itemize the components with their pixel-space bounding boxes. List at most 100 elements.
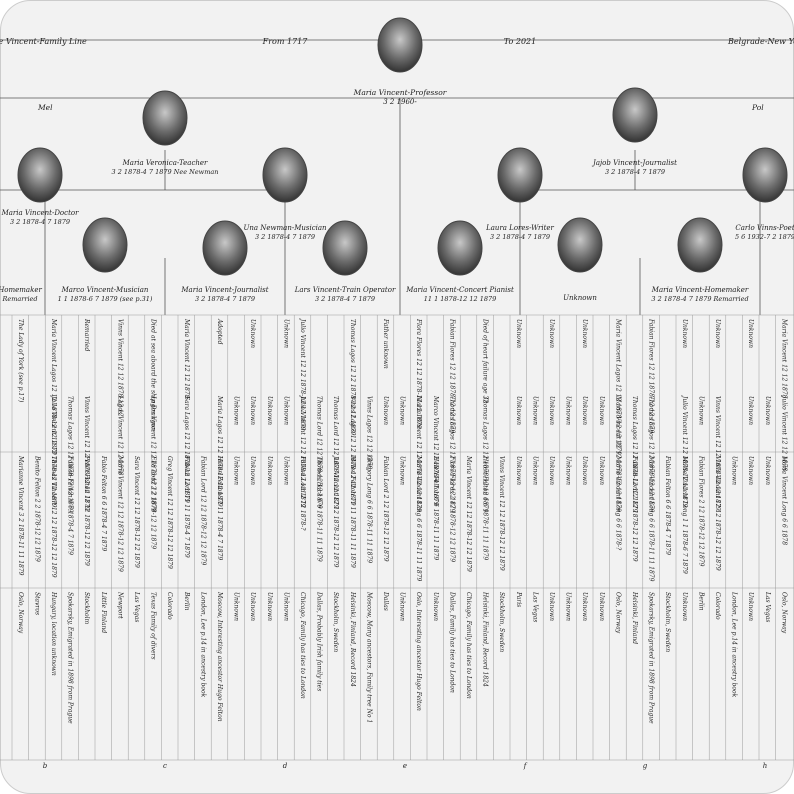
footer-letter: c xyxy=(163,762,167,770)
portrait xyxy=(557,217,603,273)
cell-text: Helsinki, Finland xyxy=(631,591,638,644)
cell-text: Maria Vincent Lang 6 6 1878-11 11 1879 xyxy=(415,455,422,582)
portrait xyxy=(377,17,423,73)
cell-text: Stockholm, Sweden xyxy=(664,592,671,652)
cell-text: Unknown xyxy=(233,456,240,485)
cell-text: Fabian Flores 12 12 1878-12 12 1879 xyxy=(448,318,455,433)
cell-text: Unknown xyxy=(382,396,389,425)
cell-text: Unknown xyxy=(282,396,289,425)
cell-text: Maria Vincent 12 12 1878-12 12 1879 xyxy=(116,455,123,572)
portrait xyxy=(82,217,128,273)
footer-letter: f xyxy=(523,762,528,770)
side-right: Pol xyxy=(751,103,764,112)
cell-text: Maria Vincent 12 12 1878 xyxy=(780,318,787,399)
person-dates: 3 2 1878-4 7 1879 xyxy=(255,233,315,241)
cell-text: The Lady of York (see p.17) xyxy=(17,319,24,403)
cell-text: Marco Vincent 12 12 1878-4 7 1879 xyxy=(432,395,439,506)
cell-text: Marianne Vincent 3 2 1878-11 11 1879 xyxy=(17,455,24,576)
cell-text: Unknown xyxy=(581,396,588,425)
cell-text: Unknown xyxy=(266,456,273,485)
cell-text: Unknown xyxy=(515,319,522,348)
portrait xyxy=(612,87,658,143)
person-dates: 3 2 1878-4 7 1879 xyxy=(10,218,70,226)
cell-text: Unknown xyxy=(598,396,605,425)
cell-text: Ella Lord 2 2 1878-12 12 1879 xyxy=(150,455,157,549)
cell-text: Peter Felton 12 12 1878-12 12 1879 xyxy=(83,455,90,566)
cell-text: Julio Vincent 12 12 1878-12 12 1879 xyxy=(299,317,306,431)
cell-text: Fabian Flores 12 12 1878-12 12 1879 xyxy=(648,318,655,433)
cell-text: Unknown xyxy=(531,456,538,485)
person-name: Maria Vincent-Concert Pianist xyxy=(405,286,514,294)
cell-text: Oslo, Interesting ancestor Hugo Felton xyxy=(415,592,422,711)
cell-text: Texas Family of divers xyxy=(150,592,157,660)
person-dates: 3 2 1878-4 7 1879 Nee Newman xyxy=(112,168,219,176)
cell-text: Oslo, Norway xyxy=(614,592,621,634)
person-name: Jajob Vincent-Journalist xyxy=(591,159,677,167)
cell-text: Unknown xyxy=(764,396,771,425)
cell-text: Unknown xyxy=(681,592,688,621)
person-dates: 3 2 1878-4 7 1879 xyxy=(490,233,550,241)
cell-text: Thomas Lord 12 12 1878-12 12 1879 xyxy=(332,396,339,509)
cell-text: Unknown xyxy=(581,592,588,621)
cell-text: Oslo, Norway xyxy=(780,592,787,634)
cell-text: Unknown xyxy=(681,319,688,348)
cell-text: Little Finland xyxy=(100,591,107,633)
cell-text: Stavros xyxy=(33,592,40,615)
cell-text: Unknown xyxy=(531,396,538,425)
cell-text: Unknown xyxy=(714,319,721,348)
footer-letter: g xyxy=(643,762,648,770)
cell-text: Paris xyxy=(515,591,522,607)
cell-text: Vinns Vincent 12 12 1878-12 12 1879 xyxy=(714,396,721,511)
person-name: Marco Vincent-Musician xyxy=(61,286,149,294)
cell-text: Unknown xyxy=(548,592,555,621)
cell-text: Maria Lagos 12 12 1878-12 12 1879 xyxy=(216,395,223,507)
root-name: Maria Vincent-Professor xyxy=(353,88,447,97)
cell-text: Unknown xyxy=(581,319,588,348)
cell-text: Unknown xyxy=(697,396,704,425)
cell-text: Maria Vincent Long 1 1 1878-6 7 1879 xyxy=(681,455,688,574)
cell-text: Unknown xyxy=(249,396,256,425)
cell-text: Unknown xyxy=(399,396,406,425)
cell-text: Helen Felton 6 6 1878-11 11 1879 xyxy=(482,455,489,560)
cell-text: Fabian Lord 11 11 1878-4 7 1879 xyxy=(183,455,190,558)
cell-text: Unknown xyxy=(233,396,240,425)
cell-text: Moscow, Many ancestors, Family tree No 1 xyxy=(365,591,372,723)
cell-text: Dallas xyxy=(382,591,389,611)
cell-text: Thomas Lagos 12 12 1878-12 12 1879 xyxy=(482,396,489,513)
cell-text: Thomas Lagos 12 12 1878-12 12 1879 xyxy=(631,396,638,513)
cell-text: Unknown xyxy=(266,396,273,425)
cell-text: Fabian Lord 2 12 1878-? xyxy=(299,455,306,531)
cell-text: Thomas Lagos 12 12 1878-12 12 1879 xyxy=(349,319,356,436)
cell-text: Unknown xyxy=(249,592,256,621)
cell-text: Maria Vincent 12 12 1878-12 12 1879 xyxy=(415,395,422,512)
cell-text: Fabian Lord 12 12 1878-12 12 1879 xyxy=(199,455,206,566)
person-name: Maria Vincent-Journalist xyxy=(180,286,268,294)
cell-text: Unknown xyxy=(747,319,754,348)
cell-text: Stockholm xyxy=(83,592,90,625)
cell-text: Maria Vincent Lagos 12 12 1878-12 12 187… xyxy=(614,318,621,455)
cell-text: Oslo, Norway xyxy=(17,592,24,634)
cell-text: Unknown xyxy=(747,592,754,621)
cell-text: Maria Vincent 12 12 1878 xyxy=(183,318,190,399)
cell-text: Flora Flores 12 12 1878-12 12 1879 xyxy=(415,318,422,429)
cell-text: Unknown xyxy=(764,456,771,485)
cell-text: Dallas, Probably Irish family ties xyxy=(316,591,323,691)
tree: ie Vincent-Family Line From 1717 To 2021… xyxy=(0,17,794,770)
cell-text: Helsinki, Finland, Record 1824 xyxy=(482,591,489,687)
cell-text: Unknown xyxy=(548,319,555,348)
cell-text: Lagos Vincent 12 12 1878 xyxy=(116,395,123,476)
cell-text: Unknown xyxy=(432,592,439,621)
cell-text: Berlin xyxy=(697,591,704,611)
cell-text: London, Lee p.14 in ancestry book xyxy=(199,591,206,698)
portrait xyxy=(742,147,788,203)
cell-text: Adopted xyxy=(216,318,223,345)
cell-text: Died of heart failure age 32 xyxy=(482,318,489,403)
cell-text: Julio Vincent 12 12 1878-12 12 1879 xyxy=(50,394,57,508)
cell-text: Dallas, Family has ties to London xyxy=(448,591,455,693)
person-name: Maria Veronica-Teacher xyxy=(122,159,208,167)
cell-text: Sara Vincent 12 12 1878-12 12 1879 xyxy=(133,456,140,568)
cell-text: Julio Vincent 12 12 1878-12 12 1879 xyxy=(299,394,306,508)
cell-text: London, Lee p.14 in ancestry book xyxy=(731,591,738,698)
cell-text: Unknown xyxy=(581,456,588,485)
